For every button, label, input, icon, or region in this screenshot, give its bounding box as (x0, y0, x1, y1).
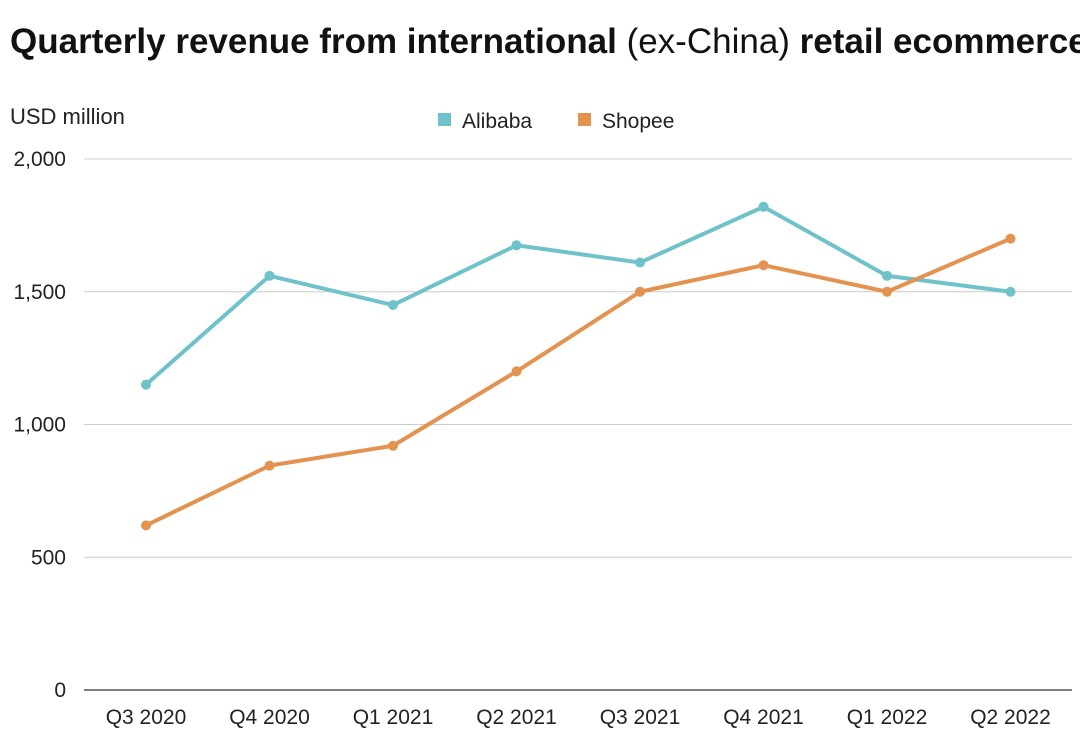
gridlines (84, 158, 1072, 691)
title-part-1: Quarterly revenue from international (10, 22, 627, 61)
data-point-shopee (264, 460, 275, 471)
legend-item-shopee: Shopee (578, 110, 674, 133)
data-point-alibaba (635, 257, 645, 268)
x-tick-label: Q2 2022 (970, 706, 1051, 729)
legend-swatch (578, 113, 591, 126)
legend-label: Alibaba (462, 110, 532, 133)
legend-label: Shopee (602, 110, 674, 133)
y-tick-label: 1,500 (13, 281, 66, 304)
y-axis-label: USD million (10, 104, 125, 129)
data-point-alibaba (1005, 286, 1016, 297)
y-tick-label: 0 (54, 679, 66, 702)
y-tick-label: 1,000 (13, 414, 66, 437)
data-point-shopee (511, 366, 522, 377)
title-part-3: retail ecommerce (789, 22, 1080, 61)
x-tick-label: Q1 2021 (353, 706, 434, 729)
y-tick-label: 500 (31, 546, 66, 569)
data-point-shopee (388, 440, 398, 451)
series-alibaba (141, 201, 1016, 390)
data-point-alibaba (758, 201, 769, 212)
legend: Alibaba Shopee (438, 110, 674, 133)
y-axis-ticks: 0 500 1,000 1,500 2,000 (13, 148, 66, 702)
y-tick-label: 2,000 (13, 148, 66, 171)
series-line-alibaba (144, 204, 1013, 387)
title-part-2: (ex-China) (626, 22, 790, 61)
data-point-shopee (141, 520, 151, 531)
x-tick-label: Q3 2020 (106, 706, 187, 729)
data-point-shopee (758, 260, 769, 271)
x-tick-label: Q3 2021 (600, 706, 681, 729)
data-point-alibaba (882, 270, 892, 281)
data-point-shopee (882, 286, 892, 297)
chart-title: Quarterly revenue from international (ex… (10, 20, 1080, 64)
data-point-shopee (635, 286, 645, 297)
data-point-shopee (1005, 233, 1016, 244)
data-point-alibaba (141, 379, 151, 390)
legend-swatch (438, 113, 451, 126)
data-point-alibaba (264, 270, 275, 281)
data-point-alibaba (388, 300, 398, 311)
x-axis-ticks: Q3 2020 Q4 2020 Q1 2021 Q2 2021 Q3 2021 Q4 20… (106, 706, 1051, 729)
x-tick-label: Q4 2020 (229, 706, 310, 729)
series-shopee (141, 233, 1016, 531)
x-tick-label: Q2 2021 (476, 706, 557, 729)
series-line-shopee (144, 236, 1013, 528)
x-tick-label: Q1 2022 (847, 706, 928, 729)
data-point-alibaba (511, 240, 522, 251)
legend-item-alibaba: Alibaba (438, 110, 532, 133)
series-lines (141, 201, 1016, 531)
x-tick-label: Q4 2021 (723, 706, 804, 729)
